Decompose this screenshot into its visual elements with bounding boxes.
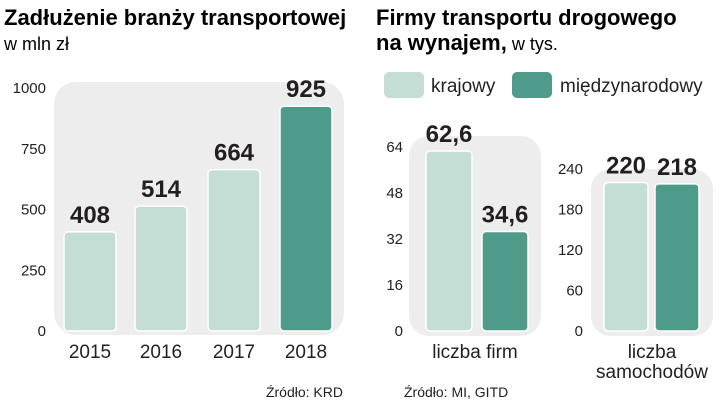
companies-chart-source: Źródło: MI, GITD (404, 384, 508, 400)
debt-value-label-2018: 925 (286, 76, 326, 103)
vehicles-value-label-miedzynarodowy: 218 (657, 154, 697, 181)
legend-label-miedzynarodowy: międzynarodowy (560, 76, 703, 97)
firms-y-axis: 0 16 32 48 64 (386, 139, 403, 340)
firms-bar-miedzynarodowy (481, 230, 529, 332)
firms-category-label: liczba firm (432, 342, 518, 363)
debt-y-axis: 0 250 500 750 1000 (13, 80, 46, 340)
debt-ytick-1000: 1000 (13, 80, 46, 97)
firms-ytick-16: 16 (386, 277, 403, 294)
debt-category-2017: 2017 (213, 342, 255, 363)
debt-chart-panel (54, 82, 344, 335)
debt-chart-subtitle: w mln zł (3, 34, 69, 54)
debt-ytick-500: 500 (21, 202, 46, 219)
legend-swatch-miedzynarodowy (512, 72, 552, 98)
firms-ytick-48: 48 (386, 185, 403, 202)
vehicles-ytick-240: 240 (558, 161, 583, 178)
debt-chart-source: Źródło: KRD (266, 384, 343, 400)
firms-ytick-64: 64 (386, 139, 403, 156)
legend: krajowy międzynarodowy (384, 72, 703, 98)
companies-chart-subtitle-bold: na wynajem, (376, 30, 507, 55)
vehicles-bar-krajowy (603, 181, 649, 332)
companies-chart-subtitle: na wynajem, w tys. (376, 30, 558, 55)
debt-category-2016: 2016 (140, 342, 182, 363)
firms-ytick-0: 0 (395, 323, 403, 340)
firms-bars: 62,6 34,6 (425, 121, 529, 332)
companies-chart: Firmy transportu drogowego na wynajem, w… (376, 5, 713, 400)
firms-value-label-miedzynarodowy: 34,6 (482, 202, 529, 229)
debt-ytick-750: 750 (21, 141, 46, 158)
vehicles-bar-miedzynarodowy (654, 183, 700, 332)
debt-category-2018: 2018 (285, 342, 327, 363)
vehicles-category-label-line1: liczba (628, 342, 677, 363)
debt-bar-2018 (279, 105, 333, 332)
firms-bar-krajowy (425, 150, 473, 332)
legend-label-krajowy: krajowy (431, 76, 496, 97)
legend-swatch-krajowy (384, 72, 424, 98)
debt-ytick-0: 0 (38, 323, 46, 340)
firms-value-label-krajowy: 62,6 (426, 121, 473, 148)
firms-ytick-32: 32 (386, 231, 403, 248)
debt-ytick-250: 250 (21, 262, 46, 279)
companies-chart-title: Firmy transportu drogowego (376, 5, 677, 30)
debt-value-label-2017: 664 (214, 140, 255, 167)
debt-x-axis: 2015 2016 2017 2018 (69, 342, 327, 363)
vehicles-bars: 220 218 (603, 153, 700, 332)
debt-bar-2017 (207, 168, 261, 332)
vehicles-ytick-180: 180 (558, 202, 583, 219)
companies-chart-subtitle-unit: w tys. (507, 34, 558, 54)
debt-bar-2015 (63, 231, 117, 332)
vehicles-ytick-0: 0 (575, 323, 583, 340)
debt-value-label-2015: 408 (70, 202, 110, 229)
vehicles-ytick-60: 60 (566, 283, 583, 300)
vehicles-ytick-120: 120 (558, 242, 583, 259)
debt-chart-title: Zadłużenie branży transportowej (4, 5, 346, 30)
vehicles-category-label-line2: samochodów (596, 362, 708, 383)
debt-value-label-2016: 514 (141, 176, 182, 203)
vehicles-y-axis: 0 60 120 180 240 (558, 161, 583, 340)
debt-bar-2016 (134, 205, 188, 332)
debt-category-2015: 2015 (69, 342, 111, 363)
vehicles-value-label-krajowy: 220 (606, 153, 646, 180)
debt-bars: 408 514 664 925 (63, 76, 333, 332)
debt-chart: Zadłużenie branży transportowej w mln zł… (3, 5, 346, 400)
